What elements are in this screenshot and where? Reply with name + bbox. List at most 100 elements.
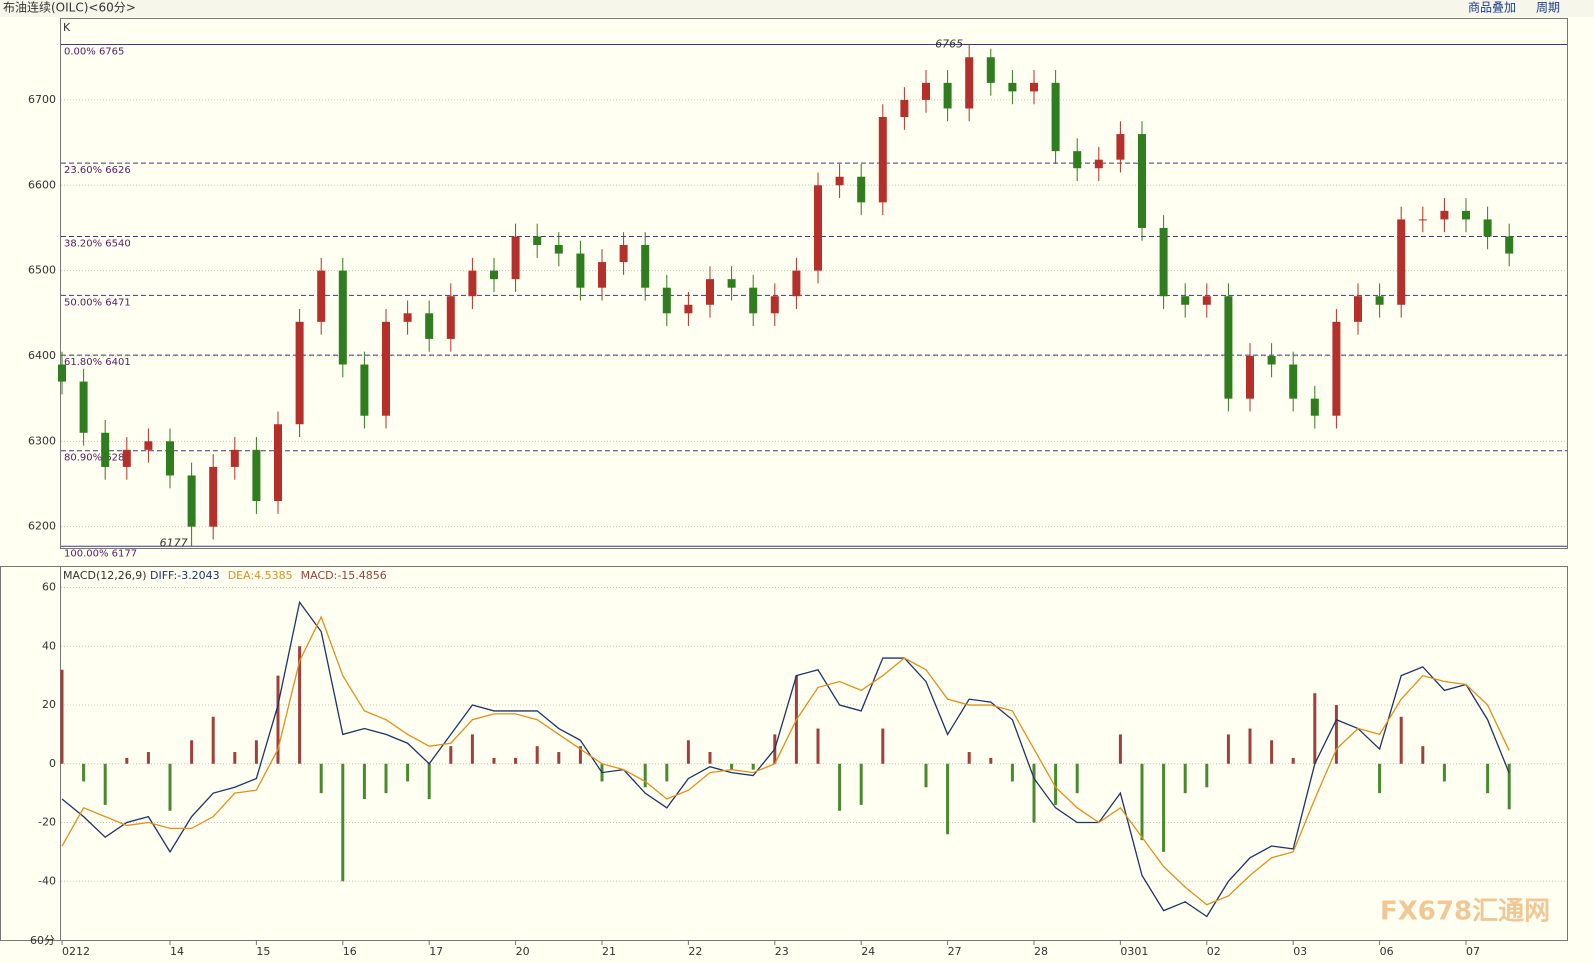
candle-body (900, 99, 909, 118)
candle-body (814, 185, 822, 271)
candle-body (684, 304, 693, 314)
candle-body (58, 364, 66, 382)
candle-body (533, 236, 542, 246)
candle-body (511, 236, 520, 280)
candle-body (79, 381, 88, 433)
candle-body (1246, 355, 1254, 399)
macd-panel (0, 566, 1568, 941)
x-tick-label: 16 (343, 945, 357, 958)
y-tick-label: 6600 (28, 178, 56, 191)
header-title: 布油连续(OILC)<60分> (3, 0, 136, 15)
candle-body (338, 270, 347, 365)
candle-body (1375, 296, 1384, 305)
y-tick-label: 6700 (28, 93, 56, 106)
candle-body (468, 270, 477, 297)
candle-body (835, 176, 844, 186)
candle-body (706, 279, 714, 305)
candle-body (1159, 227, 1168, 297)
y-tick-label: 6300 (28, 434, 56, 447)
candle-body (166, 441, 174, 476)
panel-label: K (63, 21, 71, 34)
candle-body (144, 441, 153, 450)
candle-body (252, 449, 261, 502)
x-tick-label: 27 (948, 945, 962, 958)
candle-body (1008, 82, 1017, 92)
indicator-title: MACD(12,26,9) (63, 569, 147, 582)
low-annotation: 6177 (160, 536, 188, 549)
x-tick-label: 02 (1207, 945, 1221, 958)
candle-body (1418, 219, 1427, 221)
fib-label: 100.00% 6177 (64, 548, 137, 559)
fib-label: 80.90% 6289 (64, 453, 131, 464)
candle-body (1310, 398, 1319, 416)
candle-body (1138, 134, 1146, 228)
y-tick-label: 60 (42, 581, 56, 594)
candle-body (619, 245, 628, 263)
candle-body (122, 449, 131, 467)
y-tick-label: 0 (49, 757, 56, 770)
candle-body (1224, 296, 1233, 399)
fib-label: 38.20% 6540 (64, 238, 131, 249)
candle-body (641, 245, 650, 288)
legend-entry: MACD:-15.4856 (301, 569, 387, 582)
candle-body (1505, 236, 1514, 254)
candle-body (1267, 355, 1276, 365)
indicator-line (61, 615, 1510, 906)
candle-body (274, 424, 282, 502)
x-tick-label: 03 (1293, 945, 1307, 958)
candle-body (1030, 82, 1038, 92)
y-tick-label: -20 (38, 816, 56, 829)
candle-body (317, 270, 326, 322)
x-tick-label: 28 (1034, 945, 1048, 958)
candle-body (965, 57, 974, 109)
x-tick-label: 22 (688, 945, 702, 958)
candle-body (662, 287, 671, 314)
y-tick-label: 20 (42, 698, 56, 711)
candle-body (295, 321, 304, 425)
x-tick-label: 0212 (62, 945, 90, 958)
y-tick-label: 40 (42, 639, 56, 652)
fib-label: 23.60% 6626 (64, 165, 131, 176)
x-tick-label: 06 (1380, 945, 1394, 958)
candle-body (986, 57, 995, 83)
y-tick-label: -40 (38, 874, 56, 887)
candle-body (101, 432, 110, 467)
candle-body (943, 82, 952, 109)
candle-body (770, 296, 779, 314)
candle-body (1202, 296, 1211, 305)
candle-body (727, 279, 736, 288)
fib-label: 50.00% 6471 (64, 297, 131, 308)
candle-body (425, 313, 434, 339)
candle-body (1181, 296, 1190, 305)
menu-item[interactable]: 商品叠加 (1468, 0, 1516, 15)
candle-body (576, 253, 585, 288)
x-tick-label: 17 (429, 945, 443, 958)
candle-body (1289, 364, 1298, 399)
candle-body (1051, 82, 1060, 152)
menu-item[interactable]: 周期 (1536, 1, 1560, 15)
candle-body (554, 245, 563, 254)
candle-body (598, 262, 606, 288)
x-tick-label: 23 (775, 945, 789, 958)
candle-body (1440, 210, 1449, 220)
x-tick-label: 07 (1466, 945, 1480, 958)
candle-body (1332, 321, 1341, 416)
period-label: 60分 (30, 934, 55, 947)
candle-body (403, 313, 412, 322)
main-panel (60, 18, 1568, 549)
candle-body (446, 296, 455, 339)
candle-body (792, 270, 801, 297)
x-tick-label: 20 (516, 945, 530, 958)
candle-body (360, 364, 369, 416)
candle-body (490, 270, 498, 280)
legend-entry: DIFF:-3.2043 (150, 569, 220, 582)
x-tick-label: 14 (170, 945, 184, 958)
candle-body (1462, 210, 1470, 220)
y-tick-label: 6200 (28, 520, 56, 533)
x-tick-label: 15 (256, 945, 270, 958)
candle-body (1397, 219, 1406, 305)
header-bar (0, 0, 1594, 17)
